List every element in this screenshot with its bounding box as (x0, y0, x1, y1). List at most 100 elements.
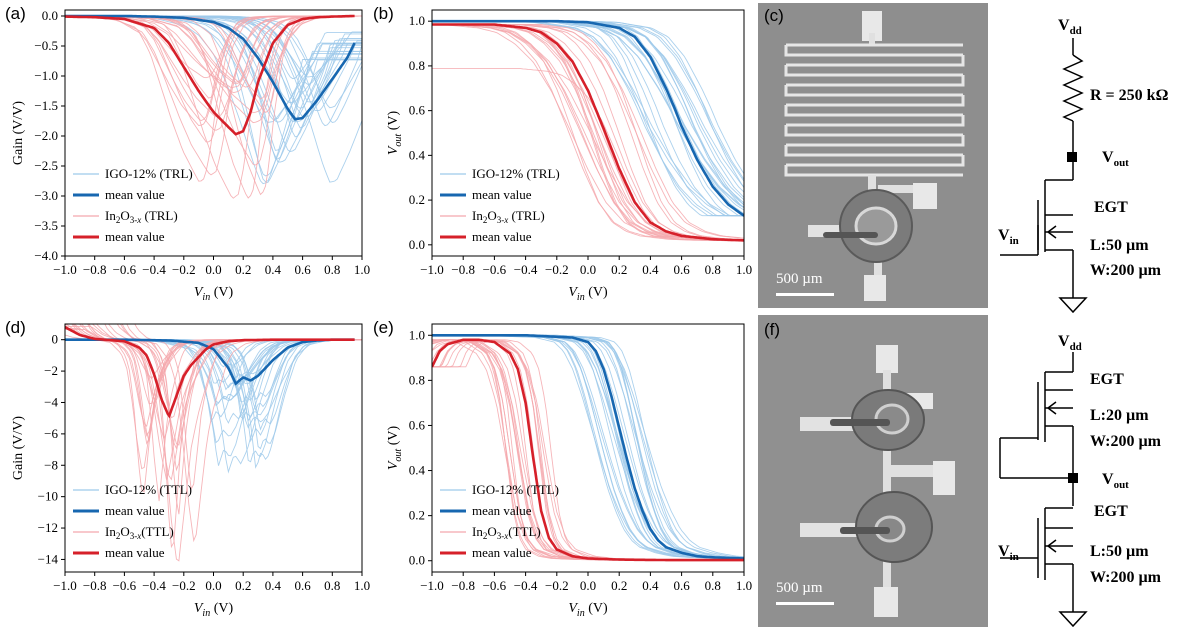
y-tick-label: 0.4 (409, 147, 426, 162)
legend-entry: mean value (105, 545, 165, 560)
x-tick-label: −1.0 (53, 262, 77, 277)
scale-label-f: 500 µm (776, 580, 823, 596)
x-tick-label: −0.8 (451, 578, 475, 593)
x-tick-label: 0.2 (611, 578, 627, 593)
legend-entry: In2O3-x(TTL) (472, 524, 541, 541)
mean-line-in2o3 (65, 14, 355, 136)
circuit-c-schematic: Vdd R = 250 kΩ Vout EGT Vin L:50 µm W:20… (998, 17, 1169, 314)
x-tick-label: −0.4 (514, 578, 538, 593)
device-trace-igo (65, 15, 362, 123)
y-tick-label: −10 (38, 489, 58, 504)
x-tick-label: 0.0 (205, 262, 221, 277)
y-tick-label: 0.2 (409, 508, 425, 523)
x-tick-label: 0.8 (705, 262, 721, 277)
y-tick-label: −0.5 (34, 38, 58, 53)
x-tick-label: −0.6 (113, 578, 137, 593)
y-tick-label: −3.0 (34, 188, 58, 203)
x-tick-label: 0.2 (235, 262, 251, 277)
chart-b-vout-trl: −1.0 −0.8 −0.6 −0.4 −0.2 0.0 0.2 0.4 0.6 0.8 1.0 0.… (386, 9, 752, 303)
width-label-c: W:200 µm (1090, 262, 1162, 279)
mean-line-igo (65, 14, 356, 121)
vin-label-c: Vin (998, 227, 1019, 247)
y-tick-label: 1.0 (409, 13, 425, 28)
width-top-label-f: W:200 µm (1090, 433, 1162, 450)
x-tick-label: 0.6 (673, 578, 690, 593)
x-tick-label: 1.0 (736, 262, 752, 277)
x-tick-label: 0.0 (580, 578, 596, 593)
legend-entry: mean value (105, 503, 165, 518)
x-tick-label: 0.2 (235, 578, 251, 593)
x-tick-label: −0.6 (113, 262, 137, 277)
width-bottom-label-f: W:200 µm (1090, 569, 1162, 586)
x-axis-label: Vin (V) (568, 285, 608, 303)
legend-entry: IGO-12% (TTL) (105, 482, 192, 497)
x-tick-label: −0.6 (483, 578, 507, 593)
x-tick-label: 1.0 (354, 262, 370, 277)
legend-entry: In2O3-x(TTL) (105, 524, 174, 541)
mean-line-in2o3 (432, 338, 744, 562)
x-tick-label: −0.4 (514, 262, 538, 277)
chart-d-gain-ttl: −1.0 −0.8 −0.6 −0.4 −0.2 0.0 0.2 0.4 0.6 0.8 1.0 0 −… (11, 323, 370, 619)
plot-area-b (432, 19, 744, 242)
x-tick-label: 1.0 (736, 578, 752, 593)
vout-label-c: Vout (1102, 149, 1129, 169)
y-tick-label: 0.8 (409, 372, 425, 387)
y-tick-label: 0.0 (42, 8, 58, 23)
y-tick-label: 0.8 (409, 58, 425, 73)
legend-entry: mean value (472, 187, 532, 202)
y-tick-label: 0.6 (409, 417, 426, 432)
y-tick-label: −2.5 (34, 158, 58, 173)
y-axis-label: Vout (V) (386, 426, 404, 471)
scale-label-c: 500 µm (776, 271, 823, 287)
egt-bottom-label-f: EGT (1094, 503, 1128, 520)
x-tick-label: −1.0 (53, 578, 77, 593)
x-tick-label: −0.8 (451, 262, 475, 277)
y-tick-label: 0 (52, 332, 59, 347)
panel-label-f: (f) (764, 320, 781, 339)
y-tick-label: −6 (44, 426, 58, 441)
y-tick-label: −1.5 (34, 98, 58, 113)
x-tick-label: 0.0 (205, 578, 221, 593)
legend-entry: mean value (105, 187, 165, 202)
device-trace-igo (432, 20, 744, 188)
vout-node-c (1067, 152, 1077, 162)
legend-entry: In2O3-x (TRL) (472, 208, 545, 225)
y-tick-label: −2.0 (34, 128, 58, 143)
x-axis-label: Vin (V) (194, 285, 234, 303)
plot-area-e (432, 334, 744, 562)
x-tick-label: 0.8 (324, 262, 340, 277)
device-trace-igo (65, 15, 362, 123)
y-tick-label: 1.0 (409, 327, 425, 342)
y-axis-label: Gain (V/V) (11, 416, 26, 480)
plot-area-d (65, 324, 362, 562)
micrograph-c: 500 µm (758, 3, 988, 308)
length-top-label-f: L:20 µm (1090, 407, 1149, 424)
y-tick-label: −2 (44, 363, 58, 378)
egt-label-c: EGT (1094, 199, 1128, 216)
scale-bar-f (776, 602, 834, 605)
device-trace-igo (65, 15, 362, 177)
y-axis-label: Gain (V/V) (11, 101, 26, 165)
x-tick-label: −0.2 (172, 578, 196, 593)
length-bottom-label-f: L:50 µm (1090, 543, 1149, 560)
x-tick-label: −0.2 (172, 262, 196, 277)
y-tick-label: −4.0 (34, 248, 58, 263)
x-tick-label: 0.6 (673, 262, 690, 277)
y-tick-label: 0.4 (409, 463, 426, 478)
legend-d: IGO-12% (TTL) mean value In2O3-x(TTL) mean … (73, 482, 192, 560)
vout-node-f (1068, 473, 1078, 483)
x-tick-label: 0.4 (642, 578, 659, 593)
x-tick-label: −0.2 (545, 262, 569, 277)
x-tick-label: 0.8 (705, 578, 721, 593)
y-tick-label: 0.0 (409, 237, 425, 252)
x-tick-label: 0.6 (294, 578, 311, 593)
micrograph-f-drawing (758, 315, 988, 627)
chart-e-vout-ttl: −1.0 −0.8 −0.6 −0.4 −0.2 0.0 0.2 0.4 0.6 0.8 1.0 0.… (386, 323, 752, 619)
x-tick-label: −0.4 (142, 262, 166, 277)
circuit-f-schematic: Vdd EGT L:20 µm W:200 µm Vout EGT Vin L:… (998, 333, 1162, 628)
mean-line-in2o3 (432, 23, 744, 242)
plot-area-a (65, 14, 362, 199)
x-tick-label: 0.8 (324, 578, 340, 593)
legend-entry: mean value (472, 503, 532, 518)
device-trace-igo (432, 20, 744, 188)
